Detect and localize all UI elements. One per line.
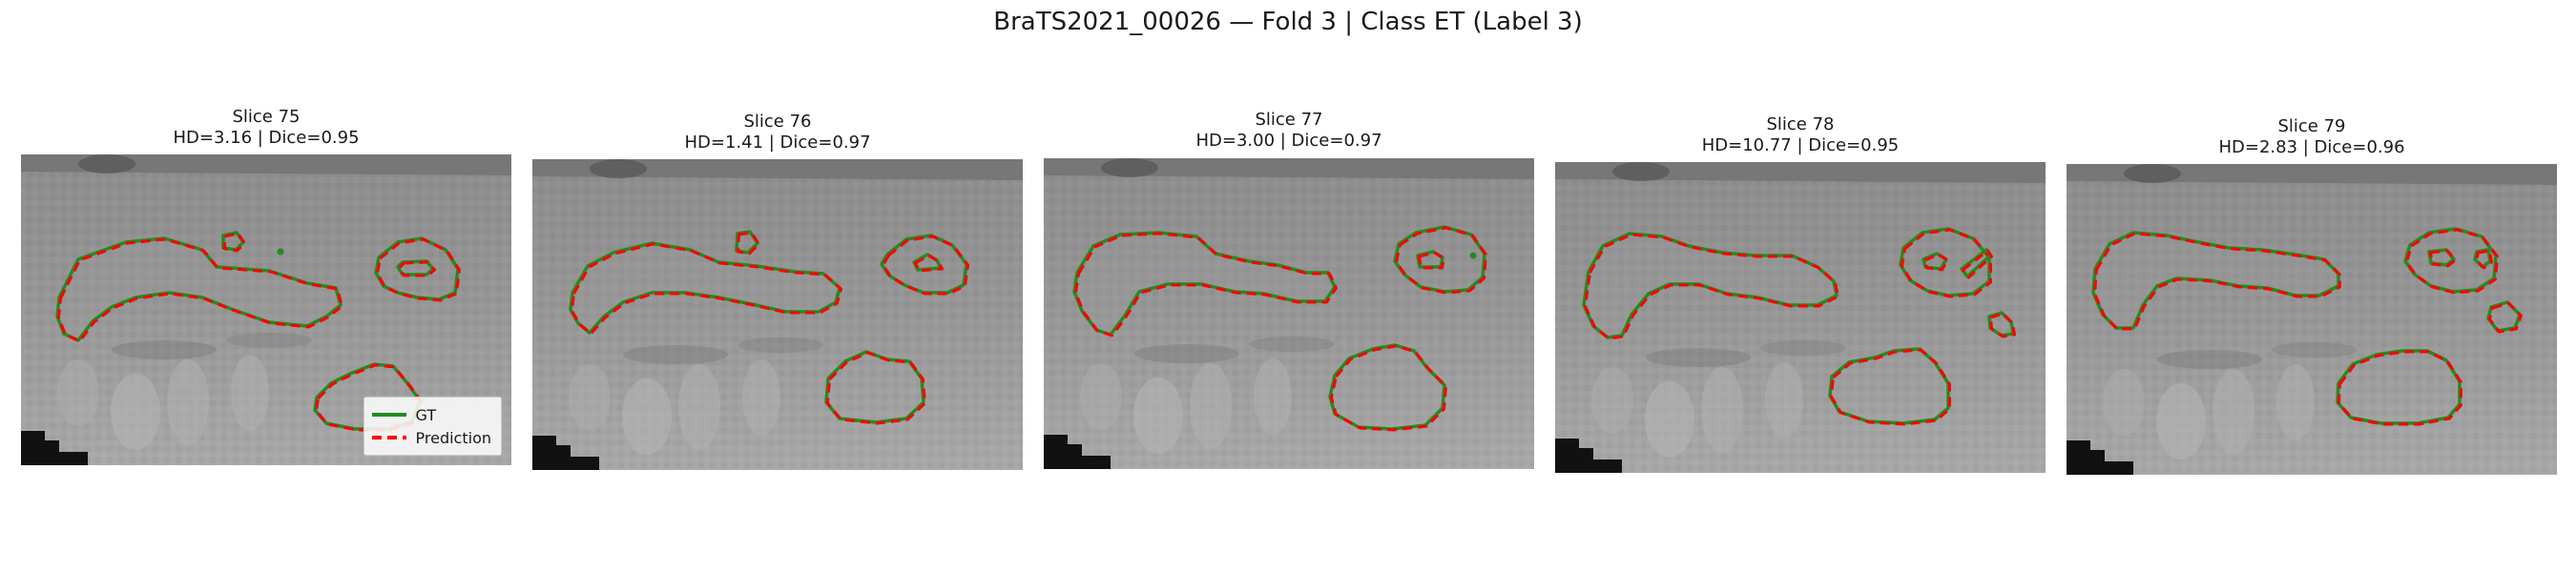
slice-panel: Slice 77 HD=3.00 | Dice=0.97 [1044,0,1534,572]
slice-label: Slice 79 [2277,116,2346,136]
gt-prediction-contours [2091,227,2523,426]
prediction-dashed-swatch [371,436,406,439]
slice-label: Slice 76 [743,112,812,132]
figure-title: BraTS2021_00026 — Fold 3 | Class ET (Lab… [993,8,1583,36]
slice-label: Slice 75 [232,107,301,127]
legend: GT Prediction [363,397,502,456]
gt-prediction-contours [1582,227,2016,426]
mri-slice-image: GT Prediction [21,154,511,465]
gt-prediction-contours [569,230,969,425]
mri-slice-image [532,159,1023,470]
slice-metrics: HD=10.77 | Dice=0.95 [1701,135,1900,155]
slice-title: Slice 76 HD=1.41 | Dice=0.97 [532,112,1023,153]
slice-image-svg [2067,164,2557,475]
slice-panel: Slice 76 HD=1.41 | Dice=0.97 [532,0,1023,572]
slice-label: Slice 77 [1255,110,1323,130]
mri-slice-image [2067,164,2557,475]
legend-entry-gt: GT [371,403,491,426]
legend-gt-label: GT [415,405,437,424]
slice-label: Slice 78 [1766,114,1835,134]
slice-panel: Slice 79 HD=2.83 | Dice=0.96 [2067,0,2557,572]
gt-line-swatch [371,413,406,417]
slice-metrics: HD=1.41 | Dice=0.97 [684,133,871,153]
slice-title: Slice 78 HD=10.77 | Dice=0.95 [1555,114,2046,156]
slice-title: Slice 79 HD=2.83 | Dice=0.96 [2067,116,2557,158]
mri-slice-image [1555,162,2046,473]
slice-panel: Slice 78 HD=10.77 | Dice=0.95 [1555,0,2046,572]
slice-image-svg [21,154,511,465]
slice-metrics: HD=3.00 | Dice=0.97 [1195,131,1382,151]
slice-title: Slice 77 HD=3.00 | Dice=0.97 [1044,110,1534,152]
slice-metrics: HD=2.83 | Dice=0.96 [2218,137,2405,157]
slice-metrics: HD=3.16 | Dice=0.95 [173,128,360,148]
legend-entry-prediction: Prediction [371,426,491,449]
slice-image-svg [532,159,1023,470]
slice-panel: Slice 75 HD=3.16 | Dice=0.95 [21,0,511,572]
gt-prediction-contours [1072,225,1487,432]
legend-prediction-label: Prediction [415,428,491,447]
mri-slice-image [1044,158,1534,469]
slice-title: Slice 75 HD=3.16 | Dice=0.95 [21,107,511,149]
slice-image-svg [1044,158,1534,469]
slice-image-svg [1555,162,2046,473]
